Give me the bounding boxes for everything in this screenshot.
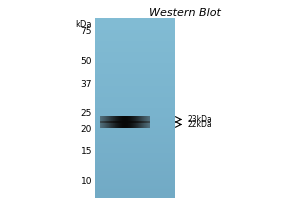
Text: 50: 50 [80,57,92,66]
Text: 75: 75 [80,27,92,36]
Text: 25: 25 [81,109,92,118]
Text: 10: 10 [80,177,92,186]
Text: 37: 37 [80,80,92,89]
Text: 23kDa: 23kDa [187,115,212,124]
Text: 20: 20 [81,125,92,134]
Text: 22kDa: 22kDa [187,120,212,129]
Text: Western Blot: Western Blot [149,8,221,18]
Text: kDa: kDa [76,20,92,29]
Text: 15: 15 [80,147,92,156]
